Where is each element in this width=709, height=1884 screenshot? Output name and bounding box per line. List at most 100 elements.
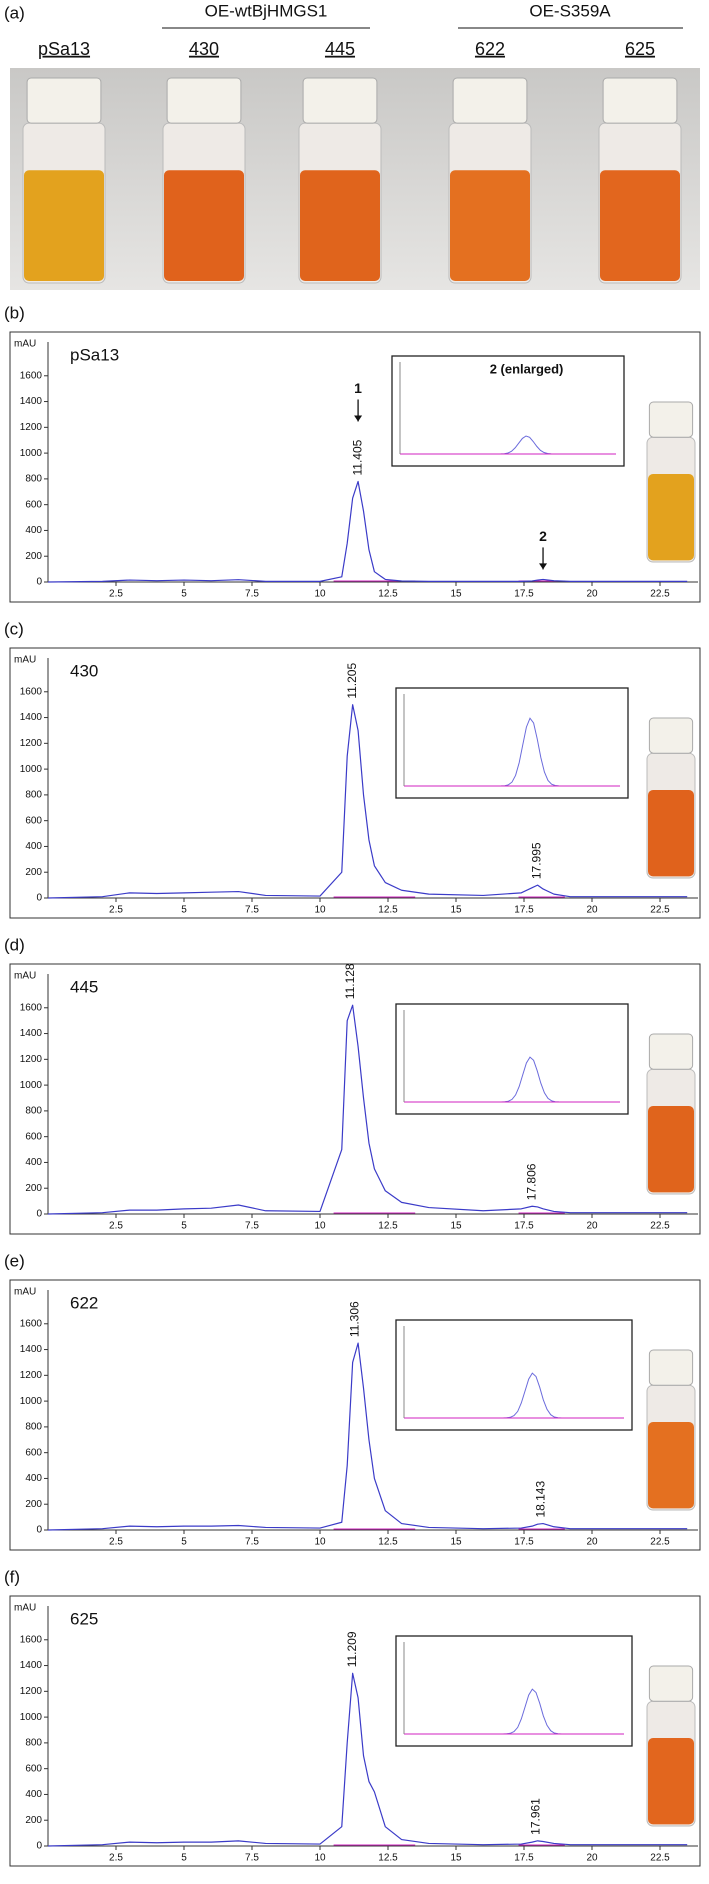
y-tick-label: 1200: [20, 1686, 43, 1697]
y-tick-label: 1400: [20, 1028, 43, 1039]
y-tick-label: 800: [25, 474, 42, 485]
x-tick-label: 15: [450, 905, 462, 916]
y-axis-label: mAU: [14, 1603, 36, 1614]
y-tick-label: 0: [36, 1841, 42, 1852]
peak-label: 17.995: [530, 842, 544, 879]
x-tick-label: 17.5: [514, 905, 534, 916]
y-tick-label: 400: [25, 525, 42, 536]
vial: [22, 77, 106, 284]
vial: [162, 77, 246, 284]
x-tick-label: 10: [314, 589, 326, 600]
x-tick-label: 15: [450, 1221, 462, 1232]
x-tick-label: 10: [314, 1537, 326, 1548]
vial-cap: [602, 77, 678, 124]
y-tick-label: 1400: [20, 712, 43, 723]
x-tick-label: 20: [586, 905, 598, 916]
y-tick-label: 800: [25, 1422, 42, 1433]
y-tick-label: 400: [25, 1473, 42, 1484]
vial: [448, 77, 532, 284]
panel-label: (d): [4, 935, 25, 954]
x-tick-label: 5: [181, 589, 187, 600]
inset-frame: [395, 1635, 633, 1747]
vial-liquid: [648, 1738, 694, 1825]
x-tick-label: 20: [586, 1853, 598, 1864]
vial: [646, 401, 696, 563]
vial: [646, 717, 696, 879]
y-tick-label: 400: [25, 841, 42, 852]
y-tick-label: 1000: [20, 1396, 43, 1407]
y-tick-label: 600: [25, 1763, 42, 1774]
panel-label: (c): [4, 619, 24, 638]
y-tick-label: 1000: [20, 448, 43, 459]
vial-liquid: [600, 170, 680, 281]
peak-label: 11.128: [343, 963, 357, 999]
y-tick-label: 1200: [20, 738, 43, 749]
x-tick-label: 17.5: [514, 1537, 534, 1548]
x-tick-label: 2.5: [109, 905, 123, 916]
x-tick-label: 12.5: [378, 1853, 398, 1864]
vial: [646, 1033, 696, 1195]
panel-label: (a): [4, 3, 25, 22]
x-tick-label: 15: [450, 1853, 462, 1864]
y-tick-label: 400: [25, 1157, 42, 1168]
arrow-head: [354, 415, 363, 422]
x-tick-label: 12.5: [378, 1221, 398, 1232]
inset-frame: [395, 1003, 629, 1115]
x-tick-label: 17.5: [514, 1853, 534, 1864]
sample-label: 625: [625, 39, 655, 59]
vial-cap: [648, 1033, 694, 1070]
x-tick-label: 10: [314, 1853, 326, 1864]
vial-cap: [648, 401, 694, 438]
y-tick-label: 1600: [20, 370, 43, 381]
y-axis-label: mAU: [14, 339, 36, 350]
x-tick-label: 22.5: [650, 1537, 670, 1548]
vial: [598, 77, 682, 284]
y-tick-label: 1600: [20, 1318, 43, 1329]
annotation: 1: [354, 380, 362, 396]
y-tick-label: 800: [25, 1738, 42, 1749]
panel-label: (f): [4, 1567, 20, 1586]
x-tick-label: 7.5: [245, 1221, 259, 1232]
panel-label: (e): [4, 1251, 25, 1270]
vial-cap: [302, 77, 378, 124]
panel-label: (b): [4, 303, 25, 322]
x-tick-label: 22.5: [650, 1221, 670, 1232]
x-tick-label: 7.5: [245, 1853, 259, 1864]
y-tick-label: 1000: [20, 764, 43, 775]
vial-cap: [648, 1665, 694, 1702]
y-tick-label: 600: [25, 1131, 42, 1142]
peak-label: 11.209: [345, 1631, 359, 1667]
x-tick-label: 2.5: [109, 1853, 123, 1864]
sample-label: 445: [325, 39, 355, 59]
chromatogram-line: [47, 1342, 688, 1531]
y-tick-label: 200: [25, 1183, 42, 1194]
x-tick-label: 15: [450, 1537, 462, 1548]
y-tick-label: 1400: [20, 396, 43, 407]
x-tick-label: 5: [181, 1221, 187, 1232]
inset-frame: [391, 355, 625, 467]
y-axis-label: mAU: [14, 971, 36, 982]
y-tick-label: 1200: [20, 1054, 43, 1065]
chromatogram-line: [47, 480, 688, 583]
y-tick-label: 1000: [20, 1712, 43, 1723]
x-tick-label: 12.5: [378, 1537, 398, 1548]
x-tick-label: 20: [586, 589, 598, 600]
y-tick-label: 1200: [20, 1370, 43, 1381]
vial-liquid: [450, 170, 530, 281]
inset-label: 2 (enlarged): [490, 361, 564, 376]
x-tick-label: 12.5: [378, 905, 398, 916]
y-tick-label: 1600: [20, 686, 43, 697]
y-axis-label: mAU: [14, 1287, 36, 1298]
vial: [646, 1665, 696, 1827]
group-label: OE-wtBjHMGS1: [205, 1, 328, 20]
x-tick-label: 12.5: [378, 589, 398, 600]
y-tick-label: 200: [25, 1499, 42, 1510]
x-tick-label: 5: [181, 1537, 187, 1548]
x-tick-label: 20: [586, 1221, 598, 1232]
inset-frame: [395, 687, 629, 799]
y-tick-label: 400: [25, 1789, 42, 1800]
vial-cap: [166, 77, 242, 124]
sample-label: 622: [475, 39, 505, 59]
peak-label: 11.405: [350, 439, 364, 475]
